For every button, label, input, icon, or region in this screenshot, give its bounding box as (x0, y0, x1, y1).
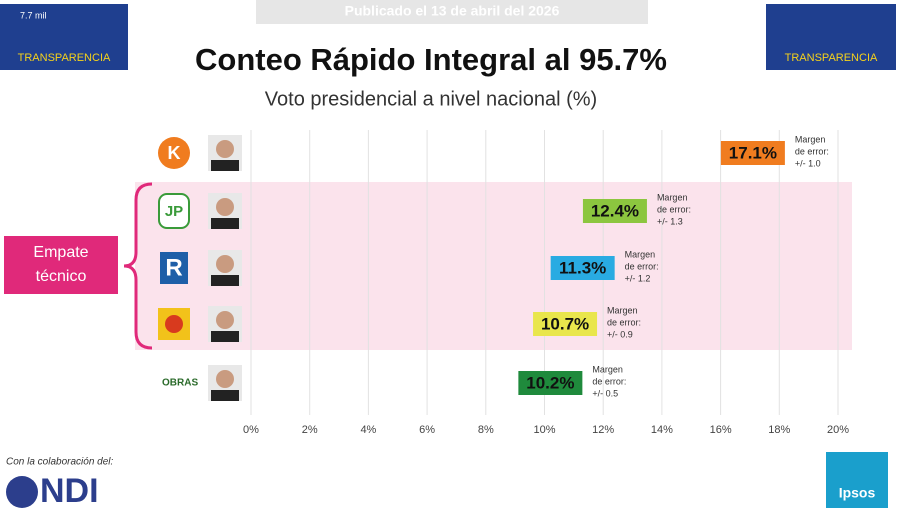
error-label: +/- 0.9 (607, 329, 633, 339)
party-logo (158, 137, 190, 169)
value-label: 10.7% (541, 314, 589, 333)
x-tick-label: 16% (710, 424, 732, 436)
party-logo-sun (165, 315, 183, 333)
error-title: Margen (592, 364, 623, 374)
value-label: 12.4% (591, 201, 639, 220)
error-title: de error: (657, 204, 691, 214)
annotation-box (4, 236, 118, 294)
x-tick-label: 18% (768, 424, 790, 436)
candidate-body (211, 160, 239, 171)
x-tick-label: 20% (827, 424, 849, 436)
error-title: de error: (592, 376, 626, 386)
value-marker (550, 256, 615, 280)
error-title: Margen (657, 192, 688, 202)
candidate-face (216, 311, 234, 329)
candidate-face (216, 140, 234, 158)
party-logo-text: JP (165, 203, 183, 220)
error-title: de error: (607, 317, 641, 327)
logo-right (766, 4, 896, 70)
tie-band (135, 182, 852, 350)
value-label: 11.3% (559, 258, 606, 277)
error-label: +/- 1.2 (625, 273, 651, 283)
x-tick-label: 12% (592, 424, 614, 436)
partner: NDI (40, 472, 99, 510)
party-logo-text: OBRAS (162, 378, 198, 389)
x-tick-label: 2% (302, 424, 318, 436)
value-marker (518, 371, 583, 395)
footer: Con la colaboración del: (6, 457, 114, 468)
party-logo (158, 193, 190, 229)
value-label: 10.2% (526, 373, 574, 392)
party-logo-text: K (168, 143, 181, 163)
candidate-face (216, 370, 234, 388)
error-title: de error: (625, 261, 659, 271)
x-tick-label: 14% (651, 424, 673, 436)
views: 7.7 mil (20, 10, 47, 20)
candidate-body (211, 331, 239, 342)
error-title: Margen (607, 305, 638, 315)
candidate-face (216, 255, 234, 273)
x-tick-label: 4% (360, 424, 376, 436)
candidate-body (211, 218, 239, 229)
ipsos-logo (826, 452, 888, 508)
value-marker (533, 312, 598, 336)
logo-left-text: TRANSPARENCIA (18, 52, 111, 64)
x-tick-label: 6% (419, 424, 435, 436)
logo-left (0, 4, 128, 70)
candidate-face (216, 198, 234, 216)
error-title: de error: (795, 146, 829, 156)
x-tick-label: 0% (243, 424, 259, 436)
annotation: técnico (36, 268, 87, 285)
error-title: Margen (625, 249, 656, 259)
error-title: Margen (795, 134, 826, 144)
x-tick-label: 8% (478, 424, 494, 436)
banner: Publicado el 13 de abril del 2026 (345, 3, 560, 19)
chart-title: Conteo Rápido Integral al 95.7% (195, 42, 667, 77)
party-logo-text: R (165, 254, 182, 281)
banner-box (256, 0, 648, 24)
pollster: Ipsos (839, 485, 876, 501)
chart-subtitle: Voto presidencial a nivel nacional (%) (265, 88, 597, 110)
tie-bracket (123, 182, 153, 350)
value-marker (582, 199, 647, 223)
x-tick-label: 10% (533, 424, 555, 436)
candidate-body (211, 275, 239, 286)
logo-right-text: TRANSPARENCIA (785, 52, 878, 64)
value-marker (720, 141, 785, 165)
annotation: Empate (33, 244, 88, 261)
error-label: +/- 1.3 (657, 216, 683, 226)
candidate-body (211, 390, 239, 401)
error-label: +/- 0.5 (592, 388, 618, 398)
ndi-globe (6, 476, 38, 508)
error-label: +/- 1.0 (795, 158, 821, 168)
value-label: 17.1% (729, 143, 777, 162)
party-logo (160, 252, 188, 284)
